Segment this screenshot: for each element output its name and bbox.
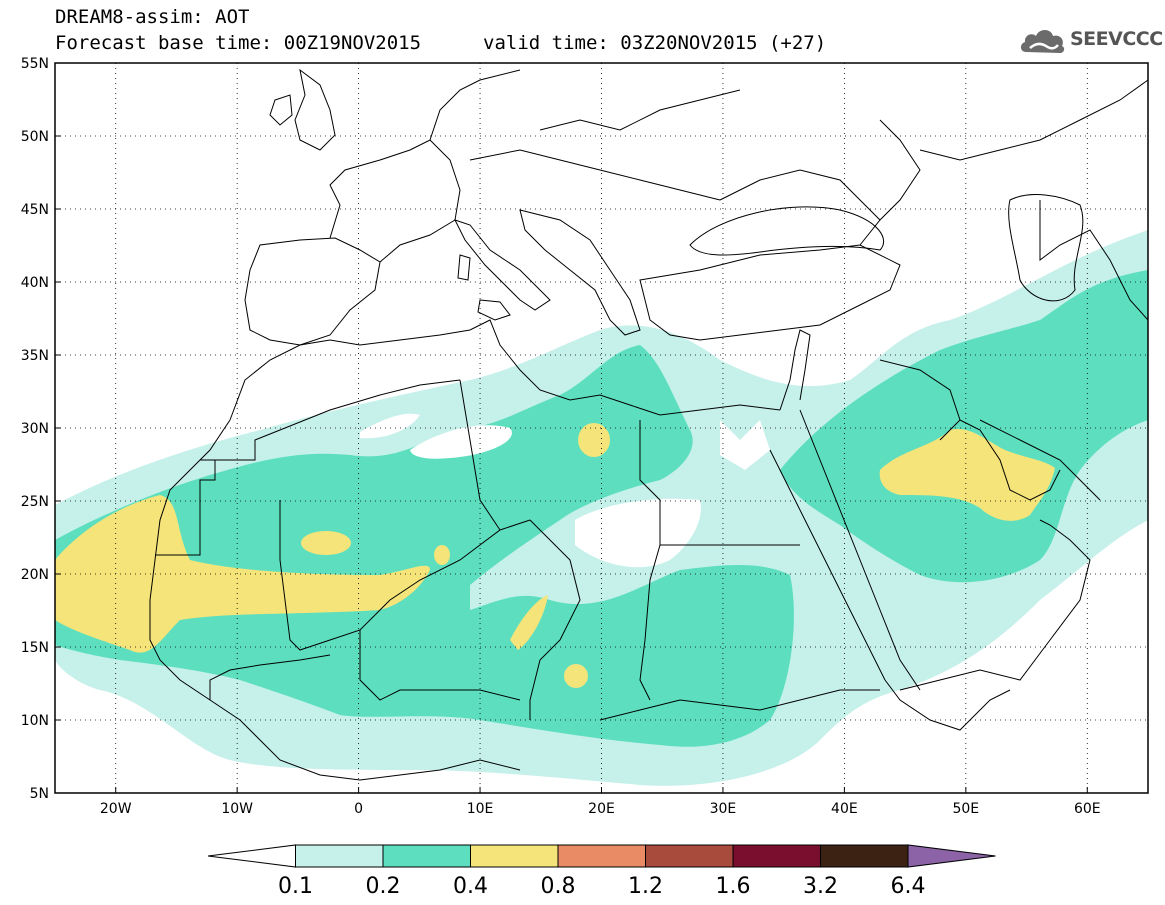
longitude-label: 40E [831, 801, 858, 817]
colorbar-segment [820, 844, 909, 868]
colorbar-segment [470, 844, 559, 868]
latitude-label: 10N [21, 713, 49, 729]
longitude-label: 0 [354, 801, 363, 817]
aot-band-0.2-0.4 [55, 270, 1148, 747]
colorbar-segment [645, 844, 734, 868]
aot-patch [578, 423, 610, 457]
longitude-label: 20E [588, 801, 615, 817]
aot-field [55, 230, 1148, 786]
coastlines-and-borders [149, 68, 1148, 781]
longitude-label: 10E [467, 801, 494, 817]
colorbar-label: 0.8 [541, 874, 576, 899]
colorbar-label: 3.2 [803, 874, 838, 899]
longitude-axis: 20W 10W 0 10E 20E 30E 40E 50E 60E [100, 787, 1101, 817]
colorbar-segment [732, 844, 821, 868]
aot-patch [510, 595, 548, 650]
map-title: DREAM8-assim: AOT [55, 6, 250, 28]
seevccc-logo: SEEVCCC [1018, 24, 1163, 58]
colorbar-label: 6.4 [891, 874, 926, 899]
lat-lon-grid [55, 63, 1148, 793]
latitude-label: 15N [21, 640, 49, 656]
aot-band-0.4-0.8 [55, 495, 430, 653]
latitude-label: 5N [30, 786, 49, 802]
colorbar-segment [295, 844, 384, 868]
aot-patch [879, 429, 1055, 521]
valid-time: valid time: 03Z20NOV2015 (+27) [483, 32, 827, 54]
colorbar-under-arrow [207, 844, 296, 868]
colorbar-segment [557, 844, 646, 868]
latitude-label: 40N [21, 275, 49, 291]
latitude-label: 55N [21, 56, 49, 72]
latitude-label: 45N [21, 202, 49, 218]
colorbar-label: 0.4 [453, 874, 488, 899]
colorbar-label: 0.2 [366, 874, 401, 899]
latitude-label: 30N [21, 421, 49, 437]
colorbar-label: 1.2 [628, 874, 663, 899]
latitude-label: 35N [21, 348, 49, 364]
colorbar: 0.1 0.2 0.4 0.8 1.2 1.6 3.2 6.4 [207, 844, 996, 899]
latitude-label: 50N [21, 129, 49, 145]
longitude-label: 50E [952, 801, 979, 817]
colorbar-over-arrow [907, 844, 996, 868]
latitude-axis: 55N 50N 45N 40N 35N 30N 25N 20N 15N 10N 5N [21, 56, 61, 802]
longitude-label: 60E [1074, 801, 1101, 817]
cloud-icon [1020, 30, 1065, 53]
logo-text: SEEVCCC [1070, 28, 1163, 50]
aot-patch [564, 664, 588, 688]
aot-patch [301, 531, 351, 555]
colorbar-segment [382, 844, 471, 868]
colorbar-label: 0.1 [278, 874, 313, 899]
latitude-label: 25N [21, 494, 49, 510]
aot-patch [434, 545, 450, 565]
colorbar-label: 1.6 [716, 874, 751, 899]
longitude-label: 20W [100, 801, 132, 817]
latitude-label: 20N [21, 567, 49, 583]
forecast-base-time: Forecast base time: 00Z19NOV2015 [55, 32, 422, 54]
longitude-label: 30E [710, 801, 737, 817]
longitude-label: 10W [221, 801, 253, 817]
aot-clear-zone [360, 413, 770, 568]
